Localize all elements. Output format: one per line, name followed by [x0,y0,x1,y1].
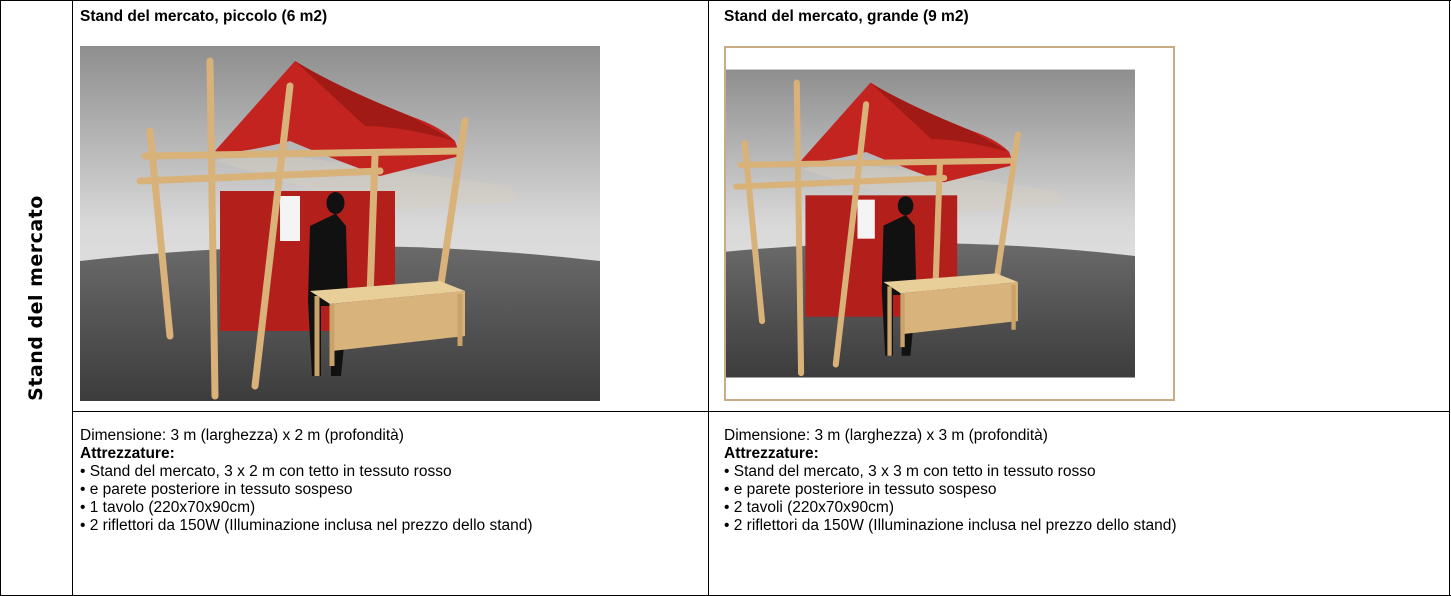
equipment-item: • 2 riflettori da 150W (Illuminazione in… [80,517,533,534]
equipment-heading: Attrezzature: [724,445,819,462]
equipment-heading: Attrezzature: [80,445,175,462]
table-border [0,0,1,596]
equipment-item: • 2 riflettori da 150W (Illuminazione in… [724,517,1177,534]
dimension: Dimensione: 3 m (larghezza) x 3 m (profo… [724,427,1048,444]
equipment-item: • 2 tavoli (220x70x90cm) [724,499,894,516]
side-cell: Stand del mercato [0,0,72,596]
dimension: Dimensione: 3 m (larghezza) x 2 m (profo… [80,427,404,444]
equipment-list: • Stand del mercato, 3 x 2 m con tetto i… [80,463,670,535]
equipment-list: • Stand del mercato, 3 x 3 m con tetto i… [724,463,1439,535]
table-border [1449,0,1450,596]
description: Dimensione: 3 m (larghezza) x 2 m (profo… [80,427,670,535]
equipment-item: • e parete posteriore in tessuto sospeso [80,481,353,498]
equipment-item: • Stand del mercato, 3 x 2 m con tetto i… [80,463,452,480]
table-border [708,0,709,596]
side-label: Stand del mercato [25,195,47,401]
equipment-item: • 1 tavolo (220x70x90cm) [80,499,256,516]
column-title: Stand del mercato, piccolo (6 m2) [80,8,328,25]
table-border [72,0,73,596]
table-border [72,411,1450,412]
column-title: Stand del mercato, grande (9 m2) [724,8,969,25]
table-border [0,0,1451,1]
equipment-item: • Stand del mercato, 3 x 3 m con tetto i… [724,463,1096,480]
stall-image [80,46,600,401]
stall-image [724,46,1175,401]
description: Dimensione: 3 m (larghezza) x 3 m (profo… [724,427,1439,535]
equipment-item: • e parete posteriore in tessuto sospeso [724,481,997,498]
